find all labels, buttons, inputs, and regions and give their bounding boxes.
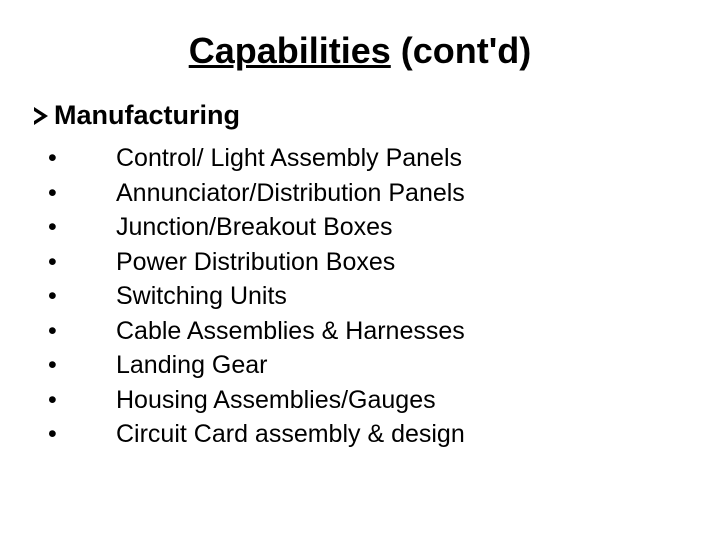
list-item-text: Circuit Card assembly & design (116, 417, 680, 452)
list-item-text: Landing Gear (116, 348, 680, 383)
list-item-text: Switching Units (116, 279, 680, 314)
title-rest: (cont'd) (391, 30, 532, 71)
list-item: •Switching Units (40, 279, 680, 314)
list-item: •Power Distribution Boxes (40, 245, 680, 280)
list-item: •Annunciator/Distribution Panels (40, 176, 680, 211)
list-item-text: Junction/Breakout Boxes (116, 210, 680, 245)
list-item-text: Cable Assemblies & Harnesses (116, 314, 680, 349)
capabilities-list: •Control/ Light Assembly Panels•Annuncia… (40, 141, 680, 452)
bullet-icon: • (48, 210, 116, 245)
bullet-icon: • (48, 141, 116, 176)
list-item-text: Housing Assemblies/Gauges (116, 383, 680, 418)
list-item: •Housing Assemblies/Gauges (40, 383, 680, 418)
list-item: •Cable Assemblies & Harnesses (40, 314, 680, 349)
bullet-icon: • (48, 176, 116, 211)
title-underlined: Capabilities (189, 30, 391, 71)
slide-title: Capabilities (cont'd) (40, 30, 680, 72)
bullet-icon: • (48, 245, 116, 280)
list-item-text: Power Distribution Boxes (116, 245, 680, 280)
list-item-text: Control/ Light Assembly Panels (116, 141, 680, 176)
list-item-text: Annunciator/Distribution Panels (116, 176, 680, 211)
list-item: •Circuit Card assembly & design (40, 417, 680, 452)
list-item: •Control/ Light Assembly Panels (40, 141, 680, 176)
bullet-icon: • (48, 314, 116, 349)
bullet-icon: • (48, 279, 116, 314)
bullet-icon: • (48, 348, 116, 383)
list-item: •Landing Gear (40, 348, 680, 383)
bullet-icon: • (48, 417, 116, 452)
arrow-bullet-icon (34, 107, 48, 125)
section-header: Manufacturing (34, 100, 680, 131)
list-item: •Junction/Breakout Boxes (40, 210, 680, 245)
bullet-icon: • (48, 383, 116, 418)
section-header-text: Manufacturing (54, 100, 240, 131)
